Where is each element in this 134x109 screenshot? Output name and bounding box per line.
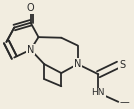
Text: S: S [119,60,125,70]
Text: N: N [74,59,81,69]
Text: HN: HN [92,88,105,97]
Text: N: N [27,45,34,55]
Text: O: O [27,3,34,13]
Text: —: — [120,97,129,107]
